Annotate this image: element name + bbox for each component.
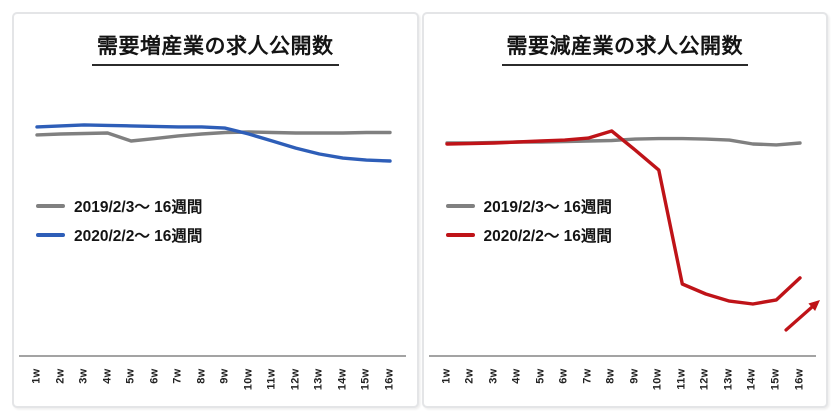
- series-line-2019: [35, 130, 392, 143]
- chart-legend: 2019/2/3〜 16週間 2020/2/2〜 16週間: [445, 191, 612, 249]
- chart-panel-demand-decrease: 需要減産業の求人公開数 2019/2/3〜 16週間 2020/2/2〜 16週…: [421, 12, 828, 408]
- chart-title: 需要増産業の求人公開数: [14, 30, 417, 66]
- legend-item-2019: 2019/2/3〜 16週間: [36, 191, 202, 220]
- chart-legend: 2019/2/3〜 16週間 2020/2/2〜 16週間: [36, 191, 202, 249]
- up-right-arrow-icon: [783, 303, 816, 332]
- legend-item-2019: 2019/2/3〜 16週間: [445, 191, 612, 220]
- chart-title: 需要減産業の求人公開数: [424, 30, 827, 66]
- legend-line-swatch-2020: [36, 232, 65, 237]
- chart-title-text: 需要増産業の求人公開数: [92, 30, 339, 66]
- legend-line-swatch-2019: [36, 203, 65, 208]
- legend-label-2020: 2020/2/2〜 16週間: [74, 227, 203, 245]
- chart-panel-demand-increase: 需要増産業の求人公開数 2019/2/3〜 16週間 2020/2/2〜 16週…: [12, 12, 419, 408]
- legend-line-swatch-2019: [445, 203, 475, 208]
- line-chart-demand-increase: [19, 123, 406, 357]
- legend-item-2020: 2020/2/2〜 16週間: [36, 220, 202, 249]
- arrowhead-icon: [807, 300, 820, 311]
- legend-item-2020: 2020/2/2〜 16週間: [445, 220, 612, 249]
- line-chart-demand-decrease: [428, 129, 820, 357]
- legend-label-2020: 2020/2/2〜 16週間: [483, 227, 612, 245]
- series-line-2020: [444, 129, 802, 306]
- chart-title-text: 需要減産業の求人公開数: [501, 30, 748, 66]
- legend-label-2019: 2019/2/3〜 16週間: [483, 198, 612, 216]
- legend-label-2019: 2019/2/3〜 16週間: [74, 198, 203, 216]
- legend-line-swatch-2020: [445, 232, 475, 237]
- series-line-2020: [35, 123, 392, 163]
